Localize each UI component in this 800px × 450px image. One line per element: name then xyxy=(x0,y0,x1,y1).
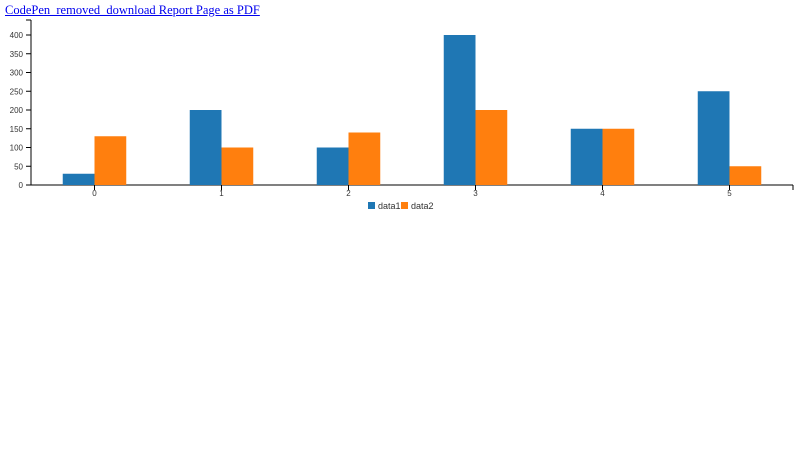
legend-swatch xyxy=(368,202,375,209)
bar-data1-2 xyxy=(316,147,349,185)
bar-data1-4 xyxy=(570,128,603,185)
y-tick-label: 50 xyxy=(14,162,23,171)
y-tick-label: 250 xyxy=(10,87,24,96)
y-tick-label: 0 xyxy=(19,181,24,190)
bar-data2-5 xyxy=(729,166,762,185)
bar-data2-2 xyxy=(348,132,381,185)
y-tick-label: 400 xyxy=(10,31,24,40)
y-tick-label: 150 xyxy=(10,125,24,134)
x-tick-label: 2 xyxy=(346,189,351,198)
bar-data1-0 xyxy=(62,173,95,185)
legend: data1 data2 xyxy=(368,201,434,211)
legend-swatch xyxy=(401,202,408,209)
legend-item-data2[interactable]: data2 xyxy=(401,201,434,211)
bar-data2-0 xyxy=(94,136,127,185)
y-tick-label: 200 xyxy=(10,106,24,115)
legend-label: data1 xyxy=(378,201,401,211)
x-tick-label: 0 xyxy=(92,189,97,198)
x-tick-label: 3 xyxy=(473,189,478,198)
y-tick-label: 100 xyxy=(10,144,24,153)
bar-data1-5 xyxy=(697,91,730,185)
bar-data2-3 xyxy=(475,110,508,185)
bar-data1-3 xyxy=(443,35,476,185)
x-tick-label: 4 xyxy=(600,189,605,198)
x-tick-label: 1 xyxy=(219,189,224,198)
download-pdf-link[interactable]: CodePen_removed_download Report Page as … xyxy=(5,3,260,17)
bar-data2-1 xyxy=(221,147,254,185)
y-tick-label: 300 xyxy=(10,69,24,78)
y-tick-label: 350 xyxy=(10,50,24,59)
legend-item-data1[interactable]: data1 xyxy=(368,201,401,211)
legend-label: data2 xyxy=(411,201,434,211)
x-tick-label: 5 xyxy=(727,189,732,198)
bar-data2-4 xyxy=(602,128,635,185)
bar-data1-1 xyxy=(189,110,222,185)
